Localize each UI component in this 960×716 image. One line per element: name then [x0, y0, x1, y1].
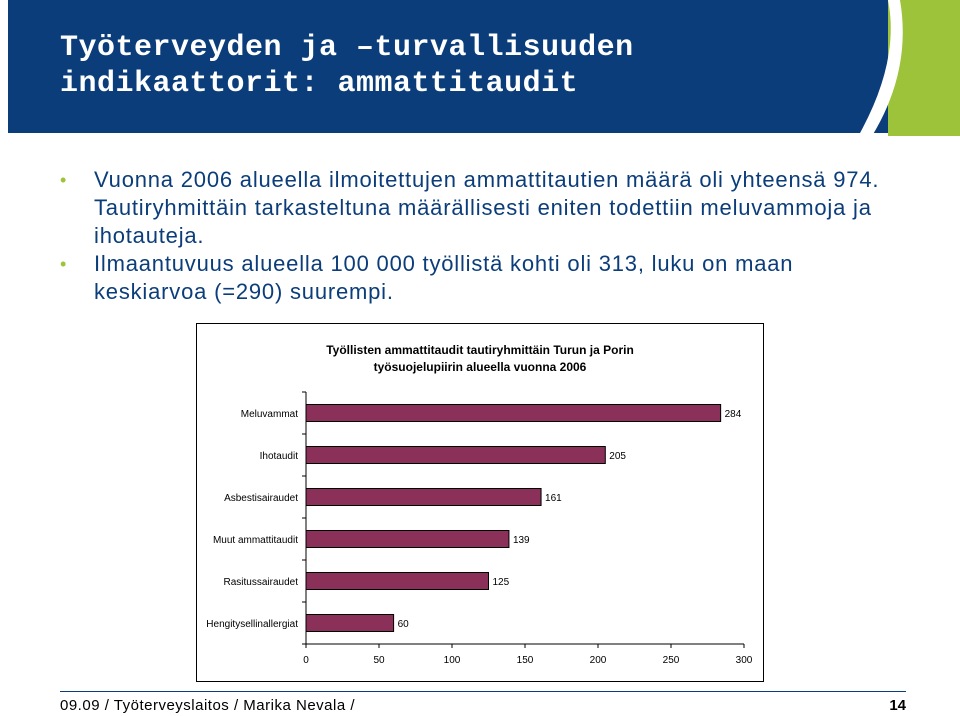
- bullet-item: • Vuonna 2006 alueella ilmoitettujen amm…: [60, 166, 880, 250]
- bullet-dot-icon: •: [60, 254, 68, 274]
- bar: [305, 530, 510, 548]
- bar: [305, 404, 722, 422]
- slide-title-line1: Työterveyden ja –turvallisuuden: [60, 31, 634, 65]
- category-label: Hengitysellinallergiat: [206, 619, 298, 630]
- footer-divider: [60, 691, 906, 692]
- data-label: 205: [609, 451, 626, 462]
- data-label: 125: [493, 577, 510, 588]
- x-tick-label: 200: [590, 655, 607, 666]
- page-number: 14: [889, 697, 906, 714]
- x-tick-label: 250: [663, 655, 680, 666]
- data-label: 139: [513, 535, 530, 546]
- footer-text: 09.09 / Työterveyslaitos / Marika Nevala…: [60, 697, 356, 714]
- bar: [305, 488, 542, 506]
- bar: [305, 572, 489, 590]
- data-label: 284: [725, 409, 742, 420]
- bullet-text: Vuonna 2006 alueella ilmoitettujen ammat…: [94, 167, 880, 248]
- chart-title: Työllisten ammattitaudit tautiryhmittäin…: [197, 342, 763, 376]
- data-label: 161: [545, 493, 562, 504]
- bar: [305, 446, 606, 464]
- chart-title-line1: Työllisten ammattitaudit tautiryhmittäin…: [326, 343, 634, 357]
- header-bar: Työterveyden ja –turvallisuuden indikaat…: [0, 0, 960, 136]
- x-tick-label: 50: [373, 655, 385, 666]
- header-corner-decoration: [820, 0, 960, 136]
- slide-title: Työterveyden ja –turvallisuuden indikaat…: [60, 30, 820, 102]
- bullet-dot-icon: •: [60, 170, 68, 190]
- category-label: Meluvammat: [241, 409, 298, 420]
- category-label: Muut ammattitaudit: [213, 535, 298, 546]
- x-tick-label: 100: [444, 655, 461, 666]
- bullet-item: • Ilmaantuvuus alueella 100 000 työllist…: [60, 250, 880, 306]
- chart-frame: Työllisten ammattitaudit tautiryhmittäin…: [196, 323, 764, 682]
- x-tick-label: 300: [736, 655, 753, 666]
- bar: [305, 614, 395, 632]
- category-label: Asbestisairaudet: [224, 493, 298, 504]
- x-tick-label: 0: [303, 655, 309, 666]
- slide-title-line2: indikaattorit: ammattitaudit: [60, 67, 579, 101]
- x-tick-label: 150: [517, 655, 534, 666]
- category-label: Rasitussairaudet: [224, 577, 299, 588]
- bullet-text: Ilmaantuvuus alueella 100 000 työllistä …: [94, 251, 794, 304]
- data-label: 60: [398, 619, 410, 630]
- chart-title-line2: työsuojelupiirin alueella vuonna 2006: [373, 360, 587, 374]
- bar-chart: Meluvammat 284 Ihotaudit 205 Asbestisairaude…: [206, 391, 753, 666]
- category-label: Ihotaudit: [260, 451, 299, 462]
- bullet-list: • Vuonna 2006 alueella ilmoitettujen amm…: [60, 166, 880, 306]
- header-background: [8, 0, 888, 133]
